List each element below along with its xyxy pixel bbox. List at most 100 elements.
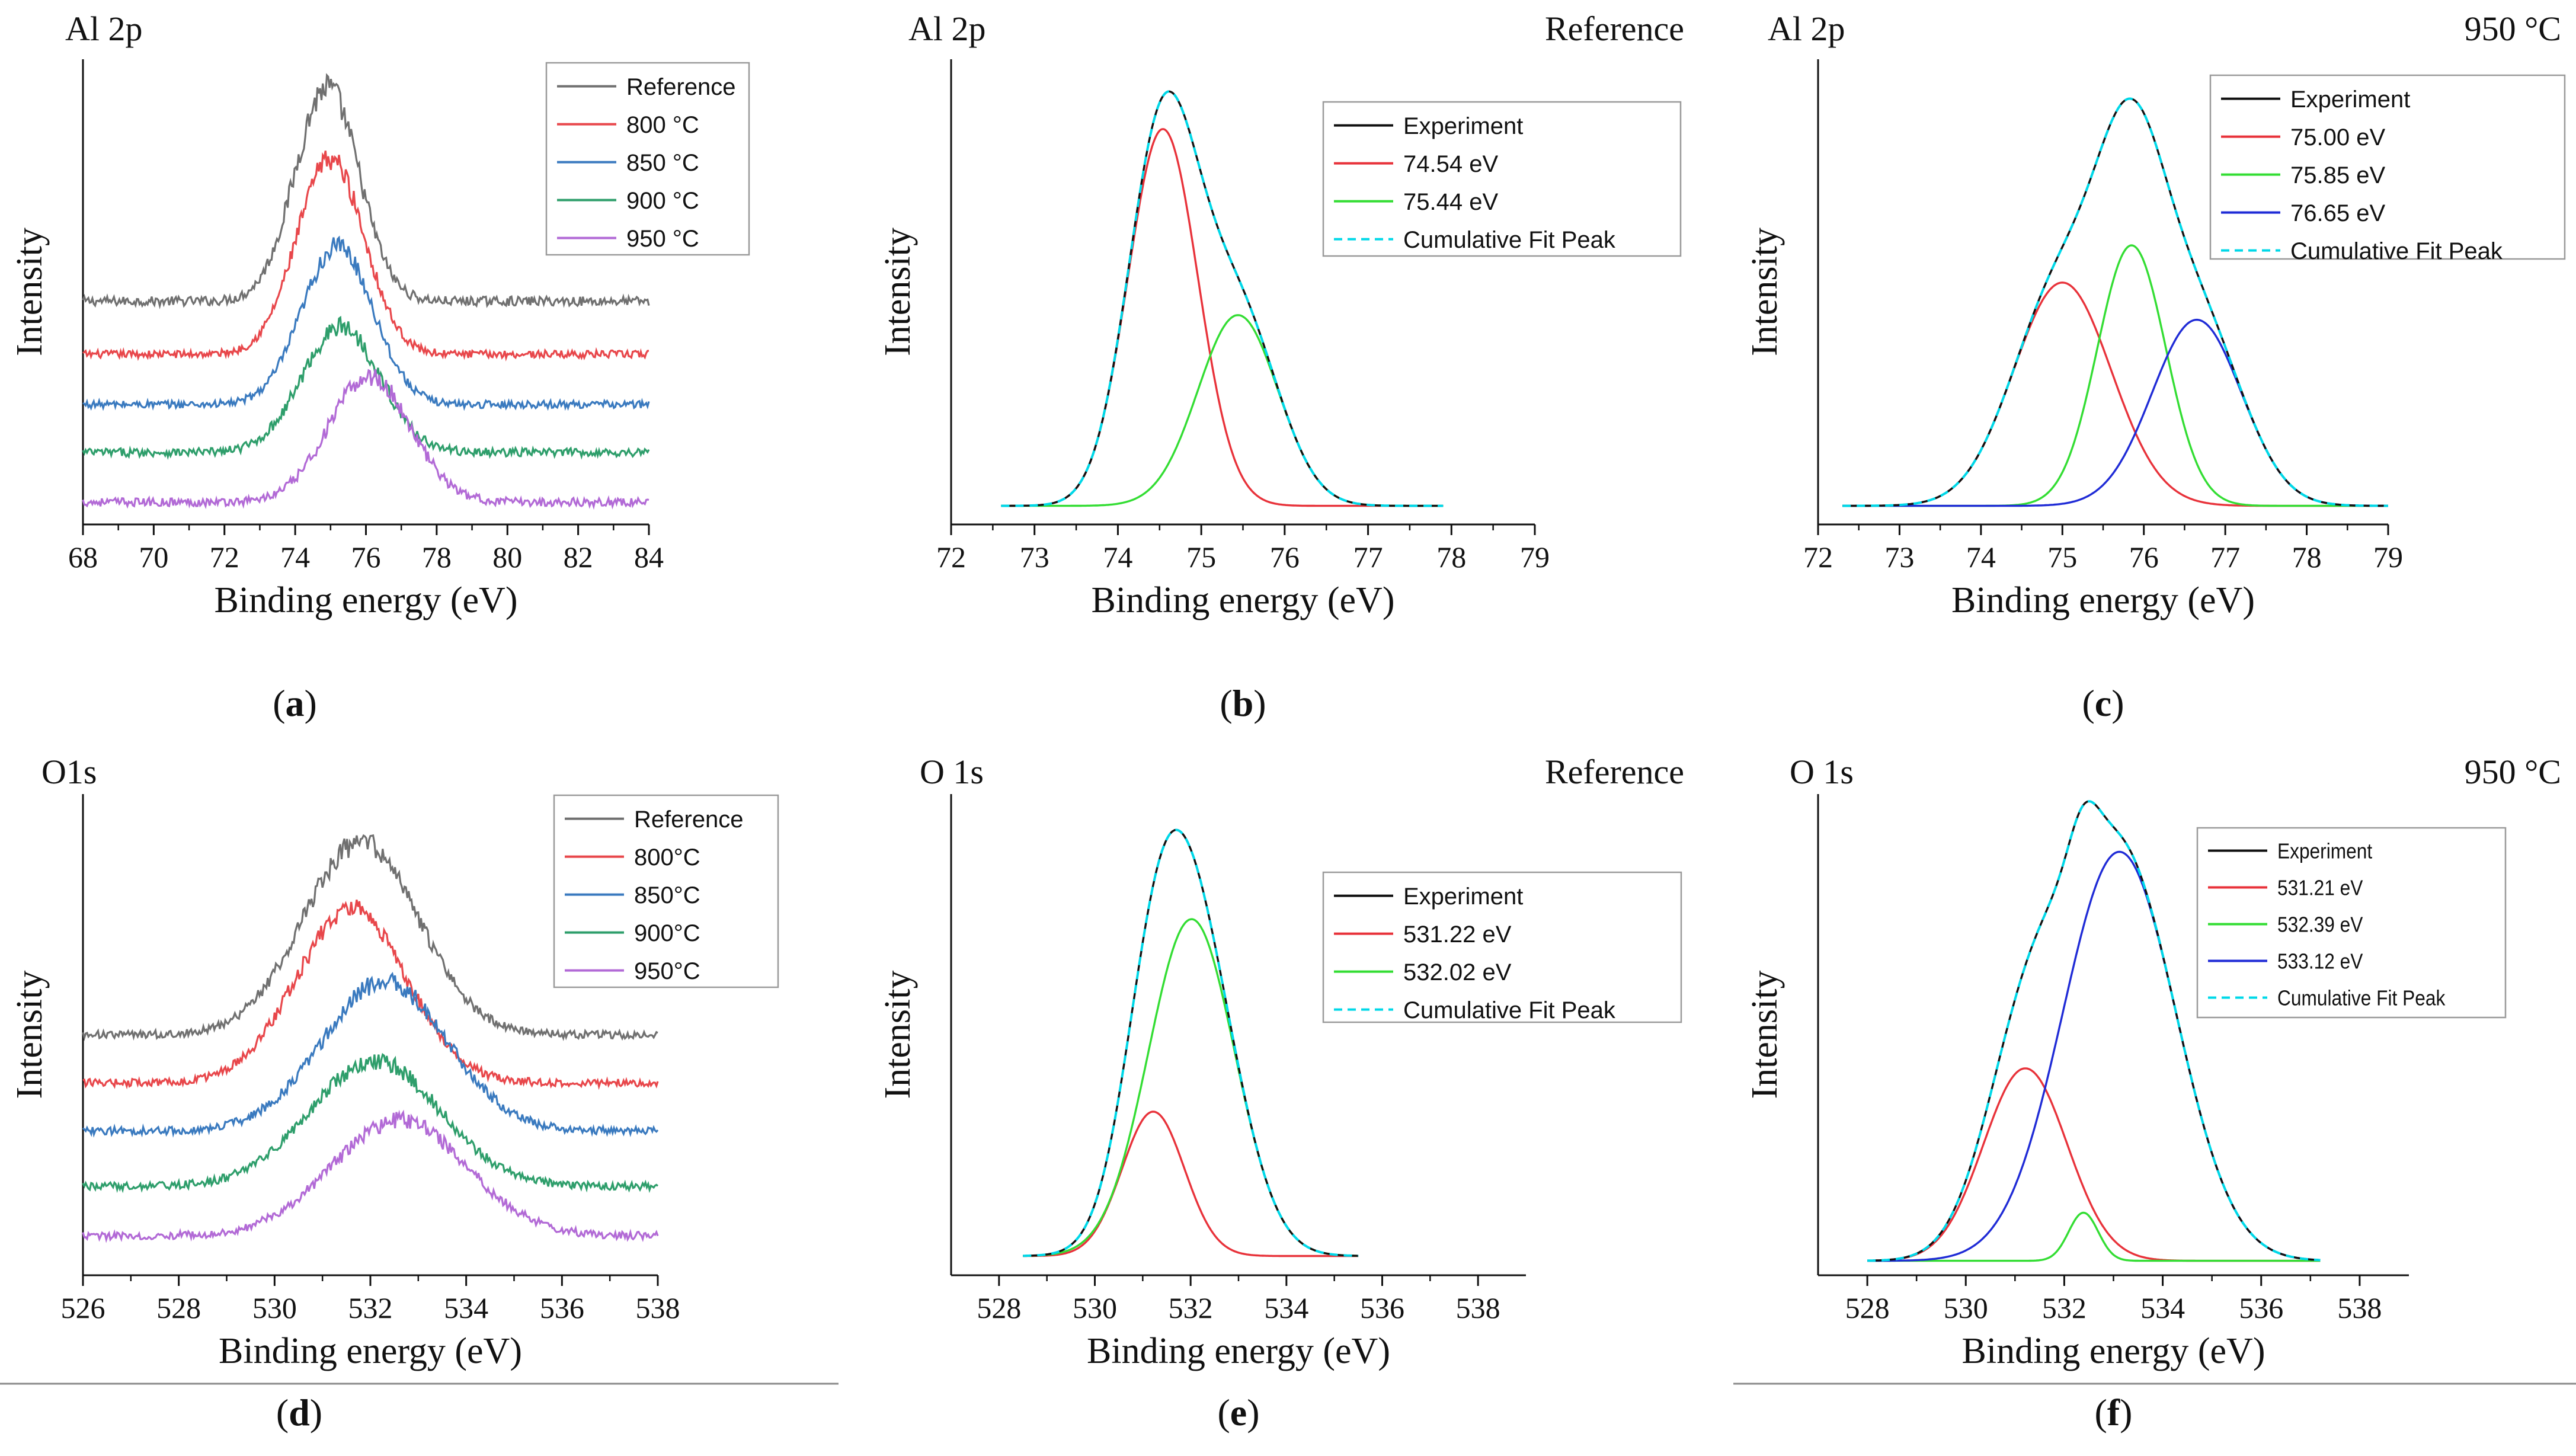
- x-tick-label: 534: [444, 1291, 488, 1324]
- x-tick-label: 78: [422, 540, 452, 574]
- panel-title-left: Al 2p: [1768, 9, 1845, 48]
- x-tick-label: 75: [1186, 540, 1216, 574]
- series-line: [82, 1052, 658, 1193]
- x-tick-label: 528: [1845, 1291, 1890, 1324]
- series-line: [82, 235, 650, 411]
- x-tick-label: 72: [1803, 540, 1833, 574]
- x-tick-label: 73: [1020, 540, 1049, 574]
- x-tick-label: 74: [1966, 540, 1996, 574]
- x-tick-label: 530: [1944, 1291, 1988, 1324]
- chart-panel-e: O 1s Reference 528 530 532 534 536 538 Binding e…: [878, 753, 1684, 1433]
- chart-panel-b: Al 2p Reference 72 73 74 75 76 77 78 79 Binding en…: [878, 9, 1684, 724]
- panel-title-left: O1s: [41, 753, 97, 791]
- x-tick-label: 538: [636, 1291, 680, 1324]
- component-peak-line: [1023, 1111, 1359, 1257]
- x-tick-label: 73: [1884, 540, 1914, 574]
- legend-entry-label: Experiment: [2290, 87, 2410, 113]
- x-tick-label: 74: [280, 540, 310, 574]
- cumulative-fit-line: [1842, 97, 2388, 507]
- x-tick-label: 538: [1456, 1291, 1500, 1324]
- x-tick-label: 534: [2140, 1291, 2185, 1324]
- legend-entry-label: Reference: [634, 807, 744, 833]
- panel-title-right: 950 °C: [2465, 9, 2561, 48]
- curves: [82, 834, 659, 1243]
- series-line: [82, 369, 649, 510]
- x-tick-label: 76: [2129, 540, 2159, 574]
- legend-entry-label: 800 °C: [626, 112, 699, 138]
- x-tick-label: 532: [348, 1291, 393, 1324]
- legend-entry-label: 850 °C: [626, 150, 699, 176]
- legend: Reference 800°C 850°C 900°C 950°C: [553, 794, 779, 988]
- panel-title-right: Reference: [1545, 9, 1684, 48]
- x-tick-label: 528: [977, 1291, 1021, 1324]
- x-tick-label: 78: [2292, 540, 2322, 574]
- x-axis-label: Binding energy (eV): [219, 1331, 522, 1371]
- x-tick-label: 76: [351, 540, 381, 574]
- legend-entry-label: 950 °C: [626, 226, 699, 252]
- panel-label: (b): [1220, 682, 1266, 724]
- legend-entry-label: 75.00 eV: [2290, 124, 2385, 151]
- x-axis-label: Binding energy (eV): [1962, 1331, 2265, 1371]
- x-tick-label: 530: [252, 1291, 297, 1324]
- legend-entry-label: 531.22 eV: [1403, 921, 1512, 948]
- panel-title-left: O 1s: [1790, 753, 1854, 791]
- panel-title-left: Al 2p: [908, 9, 986, 48]
- legend-entry-label: 532.39 eV: [2277, 913, 2363, 937]
- x-tick-label: 538: [2337, 1291, 2382, 1324]
- series-line: [82, 1109, 659, 1243]
- legend: Experiment 75.00 eV 75.85 eV 76.65 eV Cumula…: [2209, 74, 2566, 264]
- y-axis-label: Intensity: [1745, 971, 1785, 1099]
- x-tick-label: 528: [156, 1291, 201, 1324]
- x-tick-label: 530: [1073, 1291, 1117, 1324]
- legend-entry-label: 75.85 eV: [2290, 162, 2385, 188]
- panel-title-right: 950 °C: [2465, 753, 2561, 791]
- x-tick-label: 79: [1520, 540, 1550, 574]
- curves: [1023, 828, 1359, 1257]
- legend-entry-label: 531.21 eV: [2277, 876, 2363, 900]
- y-axis-label: Intensity: [9, 971, 50, 1099]
- legend-entry-label: Experiment: [1403, 884, 1523, 910]
- legend-entry-label: Reference: [626, 74, 736, 100]
- x-tick-label: 532: [2042, 1291, 2087, 1324]
- curves: [1001, 90, 1444, 507]
- x-tick-label: 80: [492, 540, 522, 574]
- panel-title-left: O 1s: [920, 753, 984, 791]
- legend: Reference 800 °C 850 °C 900 °C 950 °C: [545, 62, 750, 256]
- panel-label: (f): [2095, 1391, 2133, 1433]
- legend-entry-label: Cumulative Fit Peak: [2290, 238, 2503, 264]
- x-axis-label: Binding energy (eV): [1092, 580, 1395, 620]
- cumulative-fit-line: [1023, 828, 1359, 1257]
- x-tick-label: 526: [61, 1291, 105, 1324]
- legend: Experiment 74.54 eV 75.44 eV Cumulative Fit…: [1322, 101, 1682, 257]
- legend-entry-label: 850°C: [634, 882, 700, 908]
- legend-box: [545, 62, 750, 256]
- chart-panel-f: O 1s 950 °C 528 530 532 534 536 538 Binding ener…: [1745, 753, 2561, 1433]
- curves: [82, 73, 650, 510]
- curves: [1867, 800, 2321, 1262]
- legend-entry-label: 532.02 eV: [1403, 959, 1512, 985]
- legend: Experiment 531.21 eV 532.39 eV 533.12 eV Cum…: [2196, 827, 2507, 1019]
- x-tick-label: 78: [1436, 540, 1466, 574]
- y-axis-label: Intensity: [1745, 228, 1785, 356]
- panels: Al 2p 68 70 72 74 76 78 80 82 84 Binding energy (e…: [9, 9, 2566, 1433]
- x-tick-label: 534: [1264, 1291, 1308, 1324]
- component-peak-line: [1867, 1211, 2321, 1262]
- legend-box: [2196, 827, 2507, 1019]
- x-tick-label: 75: [2047, 540, 2077, 574]
- legend-entry-label: Experiment: [1403, 113, 1523, 139]
- x-tick-label: 536: [2239, 1291, 2283, 1324]
- legend-entry-label: 75.44 eV: [1403, 189, 1498, 215]
- legend-entry-label: Cumulative Fit Peak: [2277, 987, 2445, 1010]
- y-axis-label: Intensity: [878, 228, 918, 356]
- panel-label: (a): [273, 682, 317, 724]
- panel-title-left: Al 2p: [65, 9, 143, 48]
- panel-title-right: Reference: [1545, 753, 1684, 791]
- legend-entry-label: 800°C: [634, 844, 700, 871]
- x-axis-label: Binding energy (eV): [1087, 1331, 1390, 1371]
- series-line: [82, 834, 658, 1042]
- x-tick-label: 74: [1103, 540, 1132, 574]
- x-tick-label: 76: [1270, 540, 1300, 574]
- x-axis-label: Binding energy (eV): [215, 580, 518, 620]
- series-line: [82, 315, 650, 460]
